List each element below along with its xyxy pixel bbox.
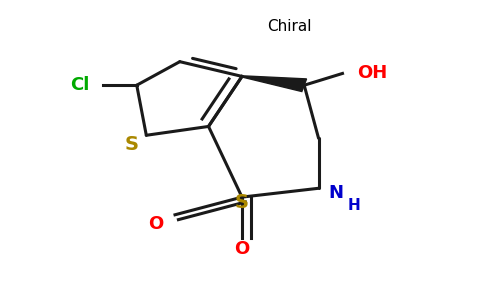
Text: O: O [148,214,164,232]
Text: S: S [125,135,139,154]
Text: Chiral: Chiral [268,19,312,34]
Text: S: S [235,194,249,212]
Polygon shape [242,76,306,92]
Text: OH: OH [357,64,387,82]
Text: O: O [234,240,250,258]
Text: H: H [347,198,360,213]
Text: N: N [328,184,343,202]
Text: Cl: Cl [70,76,89,94]
